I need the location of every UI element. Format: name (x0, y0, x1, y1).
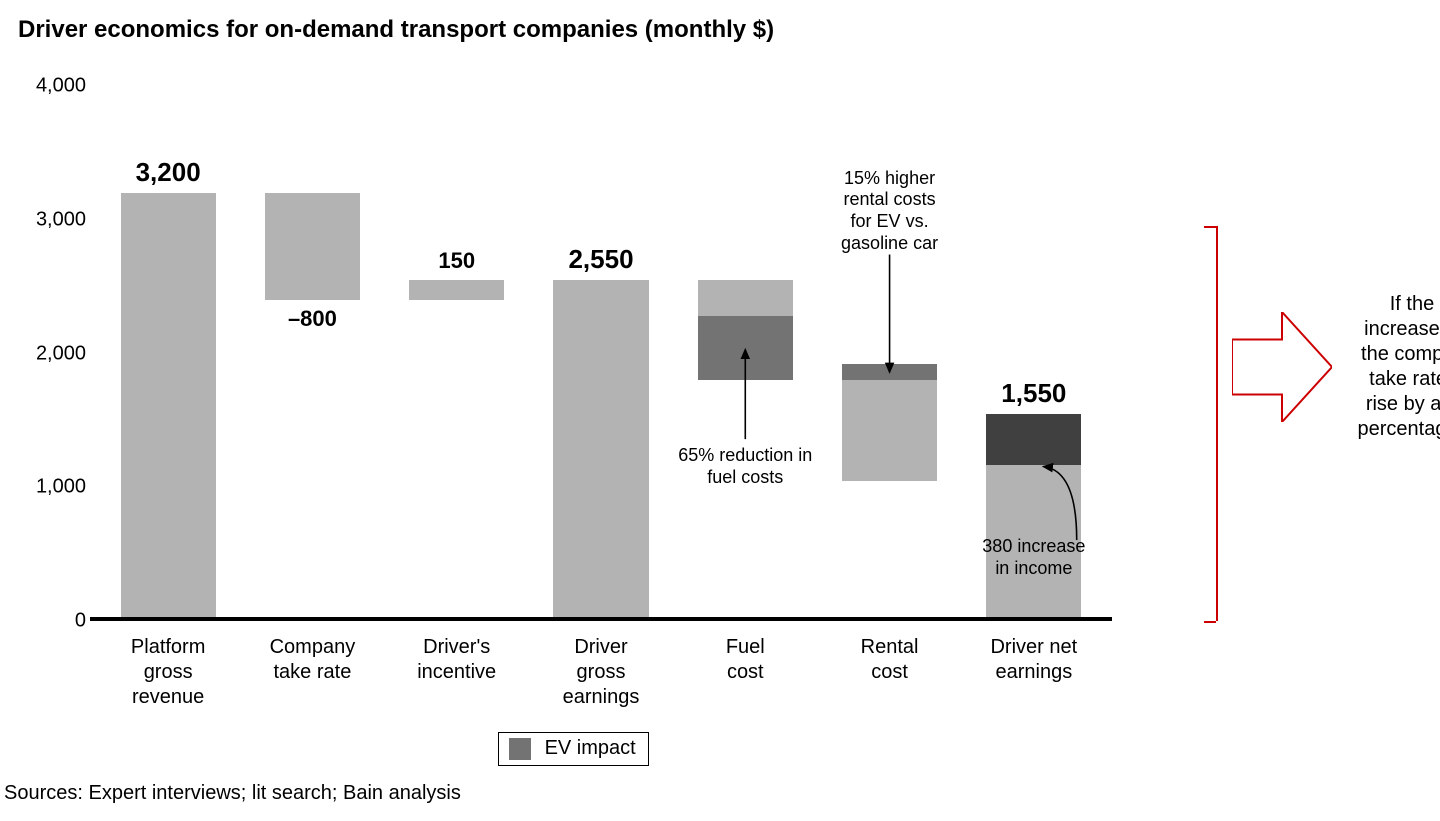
rental-note: 15% higher rental costs for EV vs. gasol… (810, 168, 970, 254)
sources-text: Sources: Expert interviews; lit search; … (4, 782, 461, 805)
bar-segment (553, 280, 648, 621)
bar-value-label: 2,550 (568, 244, 633, 275)
callout-text: If the $380 increase went to the company… (1342, 292, 1440, 442)
waterfall-bar (842, 86, 937, 621)
y-tick-label: 3,000 (36, 208, 96, 231)
x-category-label: Company take rate (244, 635, 381, 685)
waterfall-bar (698, 86, 793, 621)
bar-segment (698, 316, 793, 380)
waterfall-bar (265, 86, 360, 621)
bar-segment (121, 193, 216, 621)
legend-swatch (509, 738, 531, 760)
y-tick-label: 0 (75, 610, 96, 633)
bar-segment (986, 414, 1081, 465)
x-category-label: Driver gross earnings (532, 635, 669, 710)
callout-bracket (1216, 226, 1218, 621)
y-tick-label: 2,000 (36, 342, 96, 365)
x-category-label: Fuel cost (677, 635, 814, 685)
callout-bracket-tick-top (1204, 226, 1216, 228)
waterfall-bar (553, 86, 648, 621)
waterfall-bar (409, 86, 504, 621)
fuel-note: 65% reduction in fuel costs (665, 445, 825, 488)
x-axis-baseline (90, 617, 1112, 621)
callout-bracket-tick-bottom (1204, 621, 1216, 623)
bar-segment (842, 364, 937, 380)
bar-segment (698, 280, 793, 316)
x-category-label: Driver's incentive (388, 635, 525, 685)
y-tick-label: 1,000 (36, 476, 96, 499)
callout-arrow-icon (1232, 312, 1332, 422)
x-category-label: Platform gross revenue (100, 635, 237, 710)
bar-segment (265, 193, 360, 300)
bar-value-label: –800 (288, 306, 337, 332)
y-tick-label: 4,000 (36, 75, 96, 98)
x-category-label: Driver net earnings (965, 635, 1102, 685)
chart-title: Driver economics for on-demand transport… (18, 16, 774, 44)
bar-segment (409, 280, 504, 300)
bar-value-label: 150 (438, 248, 475, 274)
legend-label: EV impact (545, 737, 636, 760)
legend: EV impact (498, 732, 649, 766)
bar-value-label: 1,550 (1001, 378, 1066, 409)
bar-value-label: 3,200 (136, 157, 201, 188)
income-note: 380 increase in income (954, 536, 1114, 579)
bar-segment (842, 380, 937, 480)
x-category-label: Rental cost (821, 635, 958, 685)
